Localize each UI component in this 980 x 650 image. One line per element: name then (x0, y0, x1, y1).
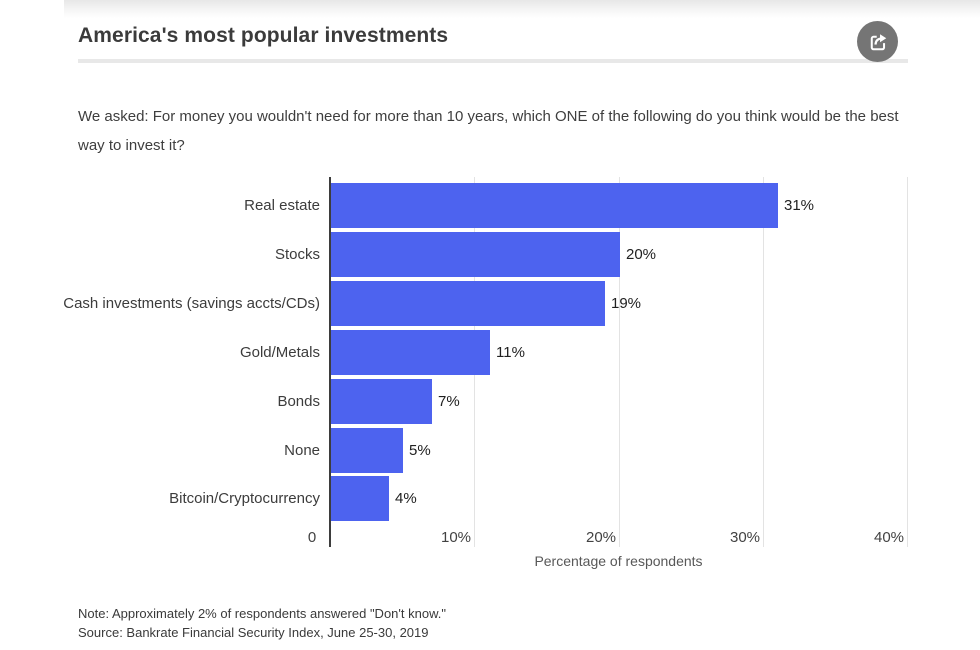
share-icon (867, 31, 889, 53)
bar-none[interactable] (331, 428, 403, 473)
title-divider (78, 59, 908, 63)
gridline-40 (907, 177, 908, 547)
footnotes: Note: Approximately 2% of respondents an… (78, 604, 778, 642)
category-label-cash-investments-savings-accts-cds: Cash investments (savings accts/CDs) (63, 295, 320, 312)
category-label-real-estate: Real estate (244, 197, 320, 214)
value-label-stocks: 20% (626, 246, 657, 263)
category-label-bitcoin-cryptocurrency: Bitcoin/Cryptocurrency (169, 490, 320, 507)
bar-bitcoin-cryptocurrency[interactable] (331, 476, 389, 521)
x-axis-title: Percentage of respondents (534, 553, 703, 569)
value-label-none: 5% (409, 442, 431, 459)
category-label-stocks: Stocks (274, 246, 320, 263)
note-line: Note: Approximately 2% of respondents an… (78, 606, 446, 621)
bar-gold-metals[interactable] (331, 330, 490, 375)
x-tick-0: 0 (307, 529, 317, 546)
bar-bonds[interactable] (331, 379, 432, 424)
card-top-shadow (64, 0, 980, 18)
x-tick-30: 30% (729, 529, 761, 546)
value-label-real-estate: 31% (784, 197, 815, 214)
source-line: Source: Bankrate Financial Security Inde… (78, 625, 429, 640)
y-axis-line (329, 177, 331, 547)
page-title: America's most popular investments (78, 24, 449, 47)
category-label-gold-metals: Gold/Metals (239, 344, 320, 361)
value-label-gold-metals: 11% (496, 344, 525, 361)
gridline-20 (619, 177, 620, 547)
value-label-bonds: 7% (438, 393, 460, 410)
share-button[interactable] (857, 21, 898, 62)
x-tick-40: 40% (873, 529, 905, 546)
bar-real-estate[interactable] (331, 183, 778, 228)
bar-cash-investments-savings-accts-cds[interactable] (331, 281, 605, 326)
category-label-bonds: Bonds (277, 393, 320, 410)
x-tick-20: 20% (585, 529, 617, 546)
value-label-cash-investments-savings-accts-cds: 19% (611, 295, 642, 312)
chart-question-subtitle: We asked: For money you wouldn't need fo… (78, 108, 899, 154)
bar-stocks[interactable] (331, 232, 620, 277)
value-label-bitcoin-cryptocurrency: 4% (395, 490, 417, 507)
category-label-none: None (284, 442, 320, 459)
gridline-30 (763, 177, 764, 547)
x-tick-10: 10% (440, 529, 472, 546)
